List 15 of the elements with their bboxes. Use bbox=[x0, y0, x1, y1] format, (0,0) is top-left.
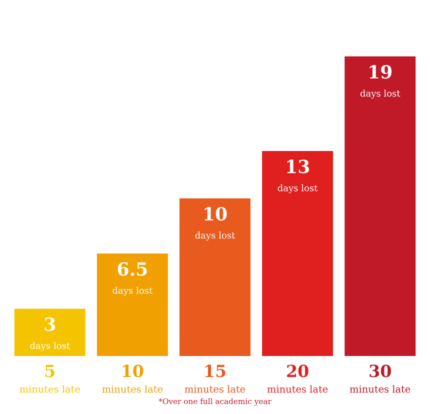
x-tick-label: 20 minutes late bbox=[267, 364, 328, 393]
data-label: 6.5 days lost bbox=[112, 262, 153, 296]
x-tick-label: 15 minutes late bbox=[184, 364, 246, 393]
x-tick-label: 5 minutes late bbox=[20, 364, 80, 393]
bar bbox=[262, 151, 334, 356]
data-label: 10 days lost bbox=[195, 206, 236, 241]
bar bbox=[180, 198, 250, 356]
x-tick-label: 10 minutes late bbox=[102, 364, 163, 393]
bar bbox=[96, 254, 168, 356]
bar bbox=[14, 308, 86, 356]
data-label: 19 days lost bbox=[360, 65, 400, 99]
data-label: 3 days lost bbox=[30, 317, 70, 351]
bar bbox=[344, 56, 416, 356]
data-label: 13 days lost bbox=[278, 160, 318, 194]
x-tick-label: 30 minutes late bbox=[350, 364, 410, 393]
